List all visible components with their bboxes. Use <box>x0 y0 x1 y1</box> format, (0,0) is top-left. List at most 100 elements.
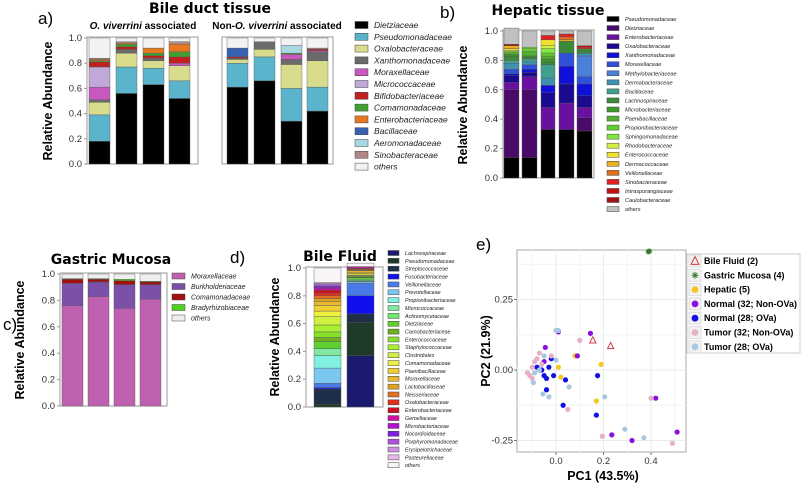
legend-swatch <box>171 304 186 311</box>
bar-segment-dietziaceae <box>115 93 138 165</box>
legend-label: Moraxellaceae <box>191 273 237 280</box>
legend-label: Normal (32; Non-OVa) <box>704 299 797 309</box>
legend-label: Bradyrhizobiaceae <box>191 305 249 312</box>
group-label-ov-text: associated <box>142 21 196 32</box>
legend-swatch <box>387 415 400 421</box>
legend-label: Oxalobacteraceae <box>405 400 449 406</box>
legend-swatch <box>606 61 620 67</box>
legend-label: Enterobacteriaceae <box>625 35 674 41</box>
bar-segment-others <box>113 273 136 280</box>
y-tick-label: 0.6 <box>288 319 301 330</box>
group-label-ov-italic: O. viverrini <box>90 21 142 32</box>
data-point <box>555 364 561 370</box>
legend-label: Pseudomonadaceae <box>405 259 454 265</box>
bar-segment-pseudomonadaceae <box>576 130 593 179</box>
legend-marker <box>691 286 699 293</box>
y-tick-label: 0.6 <box>69 83 82 94</box>
legend-swatch <box>387 376 400 382</box>
legend-label: Hepatic (5) <box>704 285 750 295</box>
bar-segment-oxalobacteraceae <box>576 95 593 108</box>
bar-segment-staphylococcaceae <box>313 324 342 333</box>
bar-segment-oxalobacteraceae <box>226 59 249 64</box>
y-tick-label: 0.2 <box>288 374 301 385</box>
legend-swatch <box>354 21 369 29</box>
legend-label: Normal (28; OVa) <box>704 313 777 323</box>
legend-label: Dietziaceae <box>625 26 654 32</box>
legend-swatch <box>606 152 620 158</box>
legend-label: Veillonellaceae <box>405 282 441 288</box>
bar-segment-intrasporangiaceae <box>576 45 593 48</box>
bar-segment-burkholderiaceae <box>61 283 84 306</box>
legend-swatch <box>354 127 369 135</box>
bar-segment-oxalobacteraceae <box>503 74 520 83</box>
legend-label: Paenibacillaceae <box>405 369 446 375</box>
bar-segment-xanthomonadaceae <box>115 49 138 54</box>
chart-title-bile-fluid: Bile Fluid <box>303 249 377 265</box>
bar-segment-moraxellaceae <box>576 76 593 85</box>
data-point <box>653 395 659 401</box>
legend-swatch <box>171 293 186 301</box>
legend-label: Moraxellaceae <box>625 62 661 68</box>
bar-segment-bifidobacteriaceae <box>115 46 138 50</box>
y-tick-label: 0.6 <box>42 322 55 333</box>
bar-segment-enterobacteriaceae <box>558 102 575 130</box>
legend-label: Enterobacteriaceae <box>374 114 448 124</box>
bar-segment-caulobacteraceae <box>503 44 520 46</box>
bar-segment-others <box>540 30 556 36</box>
bar-segment-lactobacillaceae <box>313 298 342 302</box>
data-point <box>646 248 653 254</box>
y-tick-label: 0.2 <box>69 134 82 145</box>
legend-swatch <box>606 188 620 194</box>
bar-segment-xanthomonadaceae <box>306 51 329 61</box>
legend-swatch <box>606 142 620 149</box>
data-point <box>588 335 597 344</box>
legend-label: Propionibacteriaceae <box>405 298 456 304</box>
data-point <box>629 437 635 444</box>
legend-box <box>686 253 801 354</box>
legend-label: Lachnospiraceae <box>405 251 446 257</box>
bar-segment-rhodobacteraceae <box>503 49 520 52</box>
legend-label: Oxalobacteraceae <box>625 44 670 50</box>
legend-label: Tumor (32; Non-OVa) <box>704 328 793 338</box>
y-tick-label: 0.2 <box>42 375 55 386</box>
legend-swatch <box>606 79 620 86</box>
y-tick-label: 0.4 <box>288 346 301 357</box>
legend-label: Paenibacillaceae <box>625 117 667 123</box>
data-point <box>641 435 647 441</box>
bar-segment-veillonellaceae <box>313 383 342 388</box>
legend-swatch <box>606 25 620 31</box>
legend-label: Microbacteriaceae <box>625 107 671 113</box>
bar-segment-neisseriaceae <box>313 295 342 299</box>
bar-segment-others <box>521 30 538 48</box>
legend-label: Dietziaceae <box>405 322 433 328</box>
bar-segment-dietziaceae <box>253 80 276 165</box>
bar-segment-dietziaceae <box>503 89 520 158</box>
asterisk-stroke <box>647 249 652 254</box>
legend-label: Oxalobacteraceae <box>374 44 443 54</box>
legend-label: Micrococcaceae <box>405 306 444 312</box>
bar-segment-moraxellaceae <box>503 69 520 74</box>
y-tick-label: 0.0 <box>288 402 301 413</box>
data-point <box>548 353 554 359</box>
x-tick-label: 0.0 <box>549 456 562 467</box>
legend-marker <box>691 314 699 322</box>
bar-segment-methylobacteriaceae <box>576 55 593 77</box>
bar-segment-aeromonadaceae <box>280 45 303 54</box>
data-point <box>529 375 535 382</box>
legend-label: Bile Fluid (2) <box>704 256 758 266</box>
legend-swatch <box>606 43 620 49</box>
legend-swatch <box>354 151 369 159</box>
legend-label: Lactobacillaceae <box>405 385 445 391</box>
legend-swatch <box>606 97 620 104</box>
bar-segment-fusobacteriaceae <box>346 295 375 315</box>
bar-segment-pseudomonadaceae <box>540 129 556 179</box>
legend-swatch <box>387 352 400 358</box>
data-point <box>529 364 535 370</box>
bar-segment-dermacoccaceae <box>558 39 575 42</box>
legend-label: Sinobacteraceae <box>625 180 667 186</box>
data-point <box>536 350 542 356</box>
bar-segment-oxalobacteraceae <box>115 52 138 68</box>
y-tick-label: 0.4 <box>42 348 55 359</box>
legend-swatch <box>171 272 186 280</box>
data-point <box>524 370 531 376</box>
